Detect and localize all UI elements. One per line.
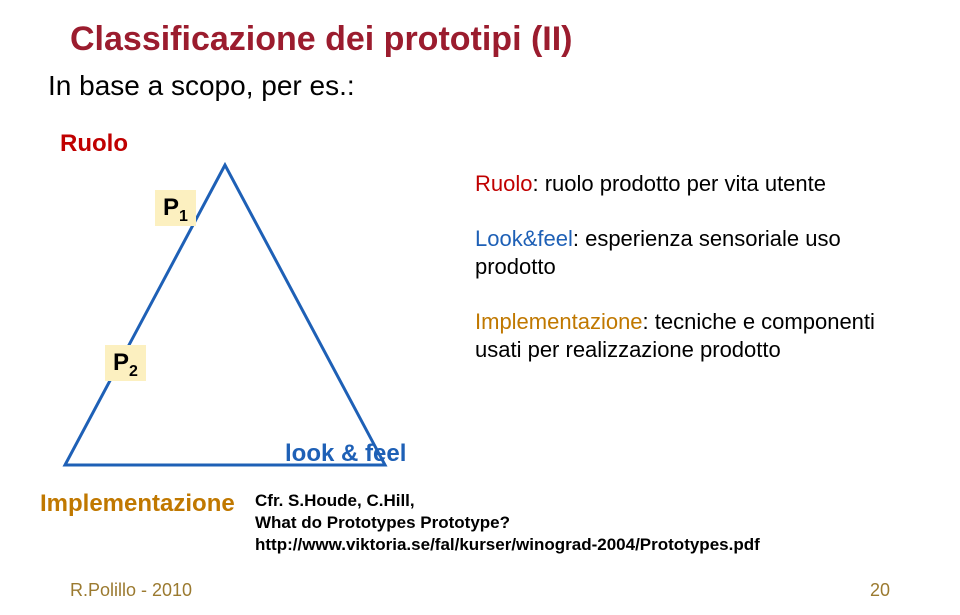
p2-sub: 2 [129,363,138,380]
def-lookfeel: Look&feel: esperienza sensoriale uso pro… [475,225,905,282]
slide-subtitle-text: In base a scopo, per es.: [48,70,355,101]
def-ruolo: Ruolo: ruolo prodotto per vita utente [475,170,905,199]
def-ruolo-term: Ruolo [475,171,532,196]
def-ruolo-text: : ruolo prodotto per vita utente [532,171,826,196]
footer-page-number: 20 [870,580,890,601]
p1-sub: 1 [179,208,188,225]
slide-title: Classificazione dei prototipi (II) [70,20,573,59]
citation-line3: http://www.viktoria.se/fal/kurser/winogr… [255,534,875,556]
p2-label: P [113,349,129,376]
def-lookfeel-term: Look&feel [475,226,573,251]
triangle-svg [55,155,395,475]
triangle-shape [65,165,385,465]
footer-page-text: 20 [870,580,890,600]
vertex-label-ruolo-text: Ruolo [60,130,128,157]
vertex-label-lookfeel-text: look & feel [285,440,406,467]
p1-box: P1 [155,190,196,226]
p2-box: P2 [105,345,146,381]
slide-subtitle: In base a scopo, per es.: [48,70,355,102]
vertex-label-implementazione: Implementazione [40,490,235,518]
p1-label: P [163,194,179,221]
footer-author: R.Polillo - 2010 [70,580,192,601]
footer-author-text: R.Polillo - 2010 [70,580,192,600]
vertex-label-lookfeel: look & feel [285,440,406,468]
citation-block: Cfr. S.Houde, C.Hill, What do Prototypes… [255,490,875,556]
def-impl: Implementazione: tecniche e componenti u… [475,308,905,365]
slide-title-text: Classificazione dei prototipi (II) [70,20,573,58]
vertex-label-impl-text: Implementazione [40,490,235,517]
def-impl-term: Implementazione [475,309,643,334]
citation-line1: Cfr. S.Houde, C.Hill, [255,490,875,512]
citation-line2: What do Prototypes Prototype? [255,512,875,534]
triangle-diagram [55,155,395,475]
vertex-label-ruolo: Ruolo [60,130,128,158]
definitions-block: Ruolo: ruolo prodotto per vita utente Lo… [475,170,905,391]
